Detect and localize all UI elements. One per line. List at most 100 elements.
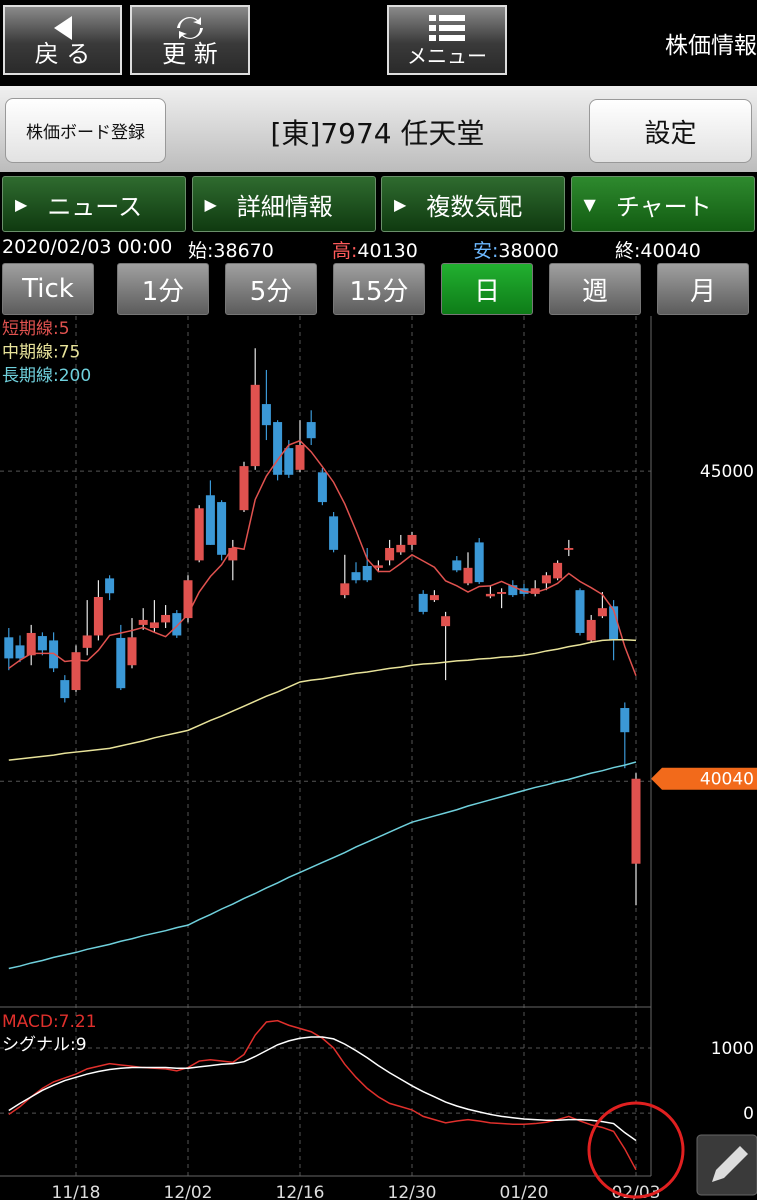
quote-datetime: 2020/02/03 00:00: [2, 236, 173, 258]
quote-item: 始:38670: [188, 236, 274, 263]
screen-title: 株価情報: [665, 33, 757, 59]
candle-body: [620, 708, 630, 733]
quote-line: 2020/02/03 00:00 始:38670 高:40130 安:38000 終:…: [2, 236, 757, 263]
price-tag: [651, 767, 757, 790]
quote-label: 始:: [188, 240, 214, 262]
candle-body: [194, 508, 204, 561]
candle-body: [317, 472, 327, 503]
candle-body: [93, 596, 103, 636]
ma-line: [8, 761, 637, 970]
candle-body: [71, 652, 81, 691]
candle-body: [26, 632, 36, 656]
x-tick-label: 12/02: [164, 1183, 213, 1200]
candle-body: [205, 495, 215, 545]
tab-label: ニュース: [47, 192, 143, 221]
candle-body: [4, 637, 14, 659]
candle-body: [474, 542, 484, 583]
candle-body: [609, 606, 619, 641]
candle-body: [597, 608, 607, 617]
candle-body: [138, 619, 148, 625]
settings-button[interactable]: 設定: [589, 99, 752, 163]
quote-value: 38670: [213, 240, 274, 262]
candle-body: [183, 580, 193, 619]
period-button[interactable]: 週: [549, 263, 641, 315]
quote-value: 40130: [357, 240, 418, 262]
candle-body: [631, 778, 641, 864]
tab[interactable]: ▶ 複数気配: [381, 176, 565, 232]
candle-body: [161, 614, 171, 623]
candle-body: [217, 502, 227, 555]
tab[interactable]: ▶ 詳細情報: [191, 176, 376, 232]
candle-body: [530, 588, 540, 594]
tab-arrow: ▼: [583, 194, 596, 214]
macd-legend: シグナル:9: [2, 1035, 87, 1055]
candle-body: [575, 590, 585, 633]
quote-value: 40040: [640, 240, 701, 262]
candle-body: [396, 544, 406, 553]
candle-body: [351, 572, 361, 581]
price-tag-label: 40040: [700, 770, 754, 790]
menu-button[interactable]: メニュー: [387, 5, 507, 75]
refresh-label: 更 新: [162, 40, 218, 68]
candle-body: [116, 637, 126, 689]
x-tick-label: 11/18: [52, 1183, 101, 1200]
period-button[interactable]: 日: [441, 263, 533, 315]
candle-body: [385, 547, 395, 561]
legend-entry: 中期線:75: [2, 343, 80, 363]
period-button[interactable]: Tick: [2, 263, 94, 315]
back-label: 戻 る: [34, 40, 91, 68]
candle-body: [105, 578, 115, 594]
macd-line: [8, 1036, 637, 1142]
chart: 40000450000100011/1812/0212/1612/3001/20…: [0, 316, 757, 1200]
ma-line: [8, 439, 637, 677]
draw-button[interactable]: [696, 1134, 757, 1196]
candle-body: [49, 640, 59, 669]
candle-body: [541, 575, 551, 584]
macd-line: [8, 1019, 637, 1171]
candle-body: [82, 635, 92, 648]
x-tick-label: 01/20: [500, 1183, 549, 1200]
candle-body: [485, 593, 495, 597]
refresh-icon: [177, 17, 203, 39]
candle-body: [429, 595, 439, 601]
x-tick-label: 12/30: [388, 1183, 437, 1200]
quote-item: 終:40040: [615, 236, 701, 263]
period-button[interactable]: 5分: [225, 263, 317, 315]
candle-body: [564, 547, 574, 550]
candle-body: [15, 645, 25, 659]
back-button[interactable]: 戻 る: [3, 5, 122, 75]
candle-body: [418, 593, 428, 612]
candle-body: [172, 613, 182, 636]
menu-icon: [429, 15, 465, 41]
candle-body: [441, 616, 451, 627]
candle-body: [463, 567, 473, 584]
register-button[interactable]: 株価ボード登録: [5, 98, 166, 163]
legend-entry: 長期線:200: [2, 366, 91, 386]
tab[interactable]: ▼ チャート: [570, 176, 755, 232]
quote-label: 終:: [615, 240, 641, 262]
period-button[interactable]: 15分: [333, 263, 425, 315]
grid: 40000450000100011/1812/0212/1612/3001/20…: [0, 316, 754, 1200]
candle-body: [407, 534, 417, 545]
candle-body: [497, 592, 507, 594]
quote-label: 安:: [473, 240, 499, 262]
candle-body: [362, 565, 372, 581]
back-icon: [53, 16, 72, 40]
candle-body: [284, 448, 294, 475]
stock-name: [東]7974 任天堂: [270, 117, 485, 150]
tab[interactable]: ▶ ニュース: [2, 176, 186, 232]
tab-arrow: ▶: [15, 194, 28, 214]
quote-item: 高:40130: [332, 236, 418, 263]
quote-item: 安:38000: [473, 236, 559, 263]
refresh-button[interactable]: 更 新: [130, 5, 250, 75]
period-button[interactable]: 1分: [117, 263, 209, 315]
candle-body: [60, 680, 70, 699]
quote-value: 38000: [498, 240, 559, 262]
candle-body: [37, 636, 47, 651]
quote-label: 高:: [332, 240, 358, 262]
candle-body: [553, 562, 563, 579]
macd-tick-label: 0: [743, 1104, 754, 1124]
period-button[interactable]: 月: [657, 263, 749, 315]
tab-label: 複数気配: [426, 192, 523, 221]
